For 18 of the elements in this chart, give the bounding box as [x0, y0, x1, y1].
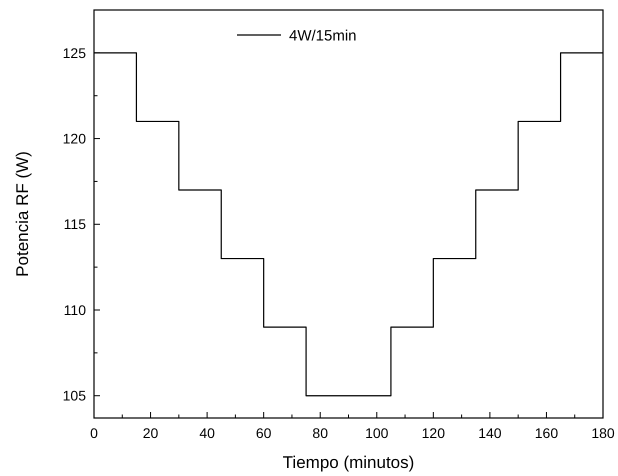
x-tick-label: 60 — [256, 425, 272, 441]
x-tick-label: 40 — [199, 425, 216, 441]
x-tick-label: 80 — [312, 425, 328, 441]
y-axis-title: Potencia RF (W) — [13, 151, 32, 277]
y-tick-label: 110 — [64, 302, 86, 318]
legend-label: 4W/15min — [289, 27, 357, 44]
x-tick-label: 0 — [90, 425, 98, 441]
x-tick-label: 100 — [365, 425, 389, 441]
x-tick-label: 20 — [142, 425, 159, 441]
x-tick-label: 140 — [478, 425, 502, 441]
x-tick-label: 120 — [422, 425, 446, 441]
y-tick-label: 125 — [62, 44, 86, 61]
y-tick-label: 120 — [62, 130, 86, 146]
x-tick-label: 180 — [591, 425, 615, 441]
y-tick-label: 105 — [62, 388, 86, 404]
x-tick-label: 160 — [534, 425, 558, 441]
x-axis-title: Tiempo (minutos) — [282, 453, 414, 472]
y-tick-label: 115 — [64, 216, 86, 232]
